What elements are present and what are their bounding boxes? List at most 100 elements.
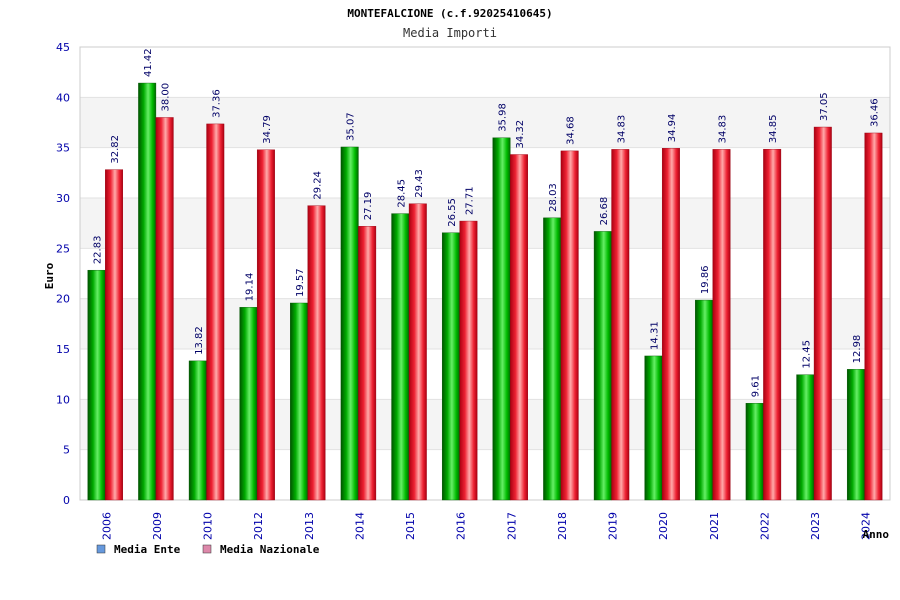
data-label: 35.07 xyxy=(346,112,357,141)
x-tick-label: 2024 xyxy=(860,512,873,540)
bar xyxy=(188,360,207,501)
x-tick-label: 2014 xyxy=(353,512,366,540)
bar xyxy=(239,307,258,501)
data-label: 13.82 xyxy=(194,326,205,355)
x-axis-label: Anno xyxy=(863,528,890,541)
bar xyxy=(87,269,106,501)
x-axis-ticks: 2006 2009 2010 2012 2013 2014 2015 2016 2017 2018… xyxy=(100,512,872,540)
y-tick-label: 25 xyxy=(56,242,70,255)
bar xyxy=(105,169,124,501)
bar xyxy=(813,126,832,501)
bar xyxy=(256,149,275,501)
bar xyxy=(340,146,359,501)
x-tick-label: 2019 xyxy=(607,512,620,540)
data-label: 12.45 xyxy=(801,340,812,369)
legend-swatch-media-nazionale xyxy=(202,544,212,554)
x-tick-label: 2009 xyxy=(151,512,164,540)
legend: Media Ente Media Nazionale xyxy=(96,543,320,556)
bar xyxy=(661,148,680,501)
bar xyxy=(408,203,427,501)
x-tick-label: 2010 xyxy=(202,512,215,540)
bar xyxy=(611,149,630,501)
bar xyxy=(391,213,410,501)
plot-frame xyxy=(79,46,891,501)
data-label: 34.68 xyxy=(566,116,577,145)
data-label: 19.57 xyxy=(295,268,306,297)
bar xyxy=(763,148,782,501)
x-tick-label: 2018 xyxy=(556,512,569,540)
data-label: 37.05 xyxy=(819,92,830,121)
data-label: 9.61 xyxy=(751,375,762,397)
bar xyxy=(543,217,562,501)
data-label: 29.24 xyxy=(313,171,324,200)
bar xyxy=(307,205,326,501)
bar xyxy=(155,117,174,501)
data-label: 36.46 xyxy=(869,98,880,127)
bar xyxy=(846,369,865,501)
x-tick-label: 2021 xyxy=(708,512,721,540)
data-label: 34.32 xyxy=(515,120,526,149)
y-tick-label: 5 xyxy=(63,444,70,457)
data-label: 34.94 xyxy=(667,114,678,143)
bar xyxy=(745,403,764,501)
y-tick-label: 30 xyxy=(56,192,70,205)
legend-label-media-ente: Media Ente xyxy=(114,543,181,556)
y-tick-label: 40 xyxy=(56,91,70,104)
data-label: 28.03 xyxy=(548,183,559,212)
data-label: 28.45 xyxy=(396,179,407,208)
y-tick-label: 20 xyxy=(56,293,70,306)
data-label: 34.79 xyxy=(262,115,273,144)
bar xyxy=(712,149,731,501)
x-tick-label: 2012 xyxy=(252,512,265,540)
bars xyxy=(87,82,883,501)
x-tick-label: 2015 xyxy=(404,512,417,540)
y-tick-label: 45 xyxy=(56,41,70,54)
y-axis-ticks: 0 5 10 15 20 25 30 35 40 45 xyxy=(56,41,70,507)
data-label: 26.55 xyxy=(447,198,458,227)
x-tick-label: 2016 xyxy=(455,512,468,540)
data-label: 32.82 xyxy=(110,135,121,164)
bar xyxy=(441,232,460,501)
bar xyxy=(560,150,579,501)
chart-title: MONTEFALCIONE (c.f.92025410645) xyxy=(347,7,552,20)
x-tick-label: 2017 xyxy=(505,512,518,540)
x-tick-label: 2006 xyxy=(100,512,113,540)
legend-label-media-nazionale: Media Nazionale xyxy=(220,543,320,556)
x-tick-label: 2020 xyxy=(657,512,670,540)
y-tick-label: 15 xyxy=(56,343,70,356)
y-tick-label: 0 xyxy=(63,494,70,507)
bar xyxy=(644,355,663,501)
y-tick-label: 10 xyxy=(56,393,70,406)
data-label: 29.43 xyxy=(414,169,425,198)
bar xyxy=(864,132,883,501)
legend-swatch-media-ente xyxy=(96,544,106,554)
y-axis-label: Euro xyxy=(43,262,56,289)
bar xyxy=(206,123,225,501)
bar xyxy=(695,299,713,501)
data-label: 22.83 xyxy=(93,236,104,265)
data-label: 34.83 xyxy=(718,115,729,144)
data-label: 27.71 xyxy=(464,186,475,215)
data-labels: 22.83 32.82 41.42 38.00 13.82 37.36 19.14 34.79… xyxy=(93,48,881,397)
x-tick-label: 2023 xyxy=(809,512,822,540)
y-tick-label: 35 xyxy=(56,142,70,155)
data-label: 27.19 xyxy=(363,192,374,221)
data-label: 19.86 xyxy=(700,265,711,294)
bar xyxy=(492,137,511,501)
bar xyxy=(358,226,377,501)
bar xyxy=(459,220,478,501)
chart-subtitle: Media Importi xyxy=(403,26,497,40)
x-tick-label: 2013 xyxy=(303,512,316,540)
bar xyxy=(510,154,528,501)
data-label: 34.83 xyxy=(616,115,627,144)
data-label: 14.31 xyxy=(649,321,660,350)
data-label: 38.00 xyxy=(161,83,172,112)
x-tick-label: 2022 xyxy=(758,512,771,540)
data-label: 26.68 xyxy=(599,197,610,226)
data-label: 12.98 xyxy=(852,335,863,364)
bar xyxy=(138,82,157,501)
data-label: 35.98 xyxy=(498,103,509,132)
bar xyxy=(796,374,815,501)
grid-band xyxy=(80,47,890,98)
